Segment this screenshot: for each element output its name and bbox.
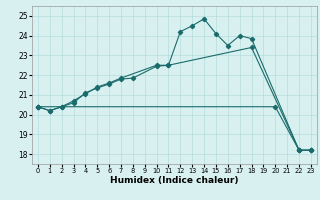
X-axis label: Humidex (Indice chaleur): Humidex (Indice chaleur) (110, 176, 239, 185)
